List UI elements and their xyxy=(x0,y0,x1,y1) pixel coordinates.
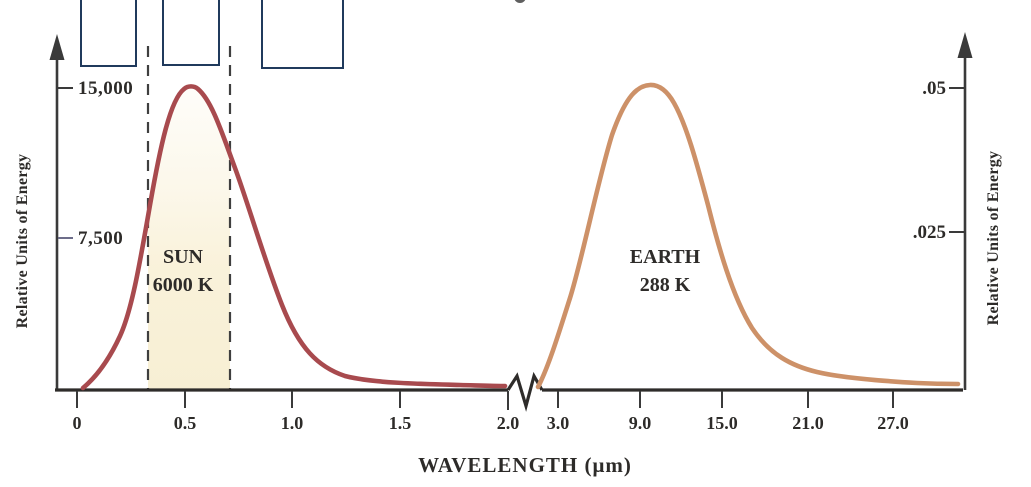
blank-label-box-1 xyxy=(80,0,137,67)
x-axis-title: WAVELENGTH (μm) xyxy=(418,453,632,477)
x-tick-15: 1.5 xyxy=(388,413,412,433)
y-axis-right-arrowhead xyxy=(957,32,973,58)
sun-annotation: SUN 6000 K xyxy=(133,243,233,299)
blank-label-box-3 xyxy=(261,0,344,69)
y-right-label-025: .025 xyxy=(912,222,946,243)
x-tick-150: 15.0 xyxy=(706,413,738,433)
x-tick-270: 27.0 xyxy=(877,413,909,433)
axis-break-zigzag xyxy=(506,371,544,412)
cropped-title-fragment xyxy=(514,0,526,3)
sun-annotation-name: SUN xyxy=(162,246,203,268)
sun-curve xyxy=(80,84,508,391)
y-right-label-05: .05 xyxy=(922,78,946,99)
earth-annotation: EARTH 288 K xyxy=(595,243,735,299)
x-tick-210: 21.0 xyxy=(792,413,824,433)
blank-label-box-2 xyxy=(162,0,220,66)
y-axis-left-title: Relative Units of Energy xyxy=(14,153,31,329)
y-axis-right-title: Relative Units of Energy xyxy=(985,150,1002,326)
y-left-label-7500: 7,500 xyxy=(78,228,124,249)
x-tick-0: 0 xyxy=(72,413,82,433)
earth-annotation-temp: 288 K xyxy=(639,274,691,296)
earth-curve xyxy=(535,82,961,390)
y-axis-left-arrowhead xyxy=(49,34,65,60)
x-tick-20: 2.0 xyxy=(496,413,520,433)
earth-annotation-name: EARTH xyxy=(629,246,701,268)
sun-annotation-temp: 6000 K xyxy=(152,274,214,296)
x-tick-90: 9.0 xyxy=(628,413,652,433)
x-tick-30: 3.0 xyxy=(546,413,570,433)
x-axis-tick-marks xyxy=(76,391,894,410)
x-tick-10: 1.0 xyxy=(280,413,304,433)
visible-band-shading xyxy=(148,86,230,390)
y-left-label-15000: 15,000 xyxy=(78,78,134,99)
x-tick-05: 0.5 xyxy=(173,413,197,433)
